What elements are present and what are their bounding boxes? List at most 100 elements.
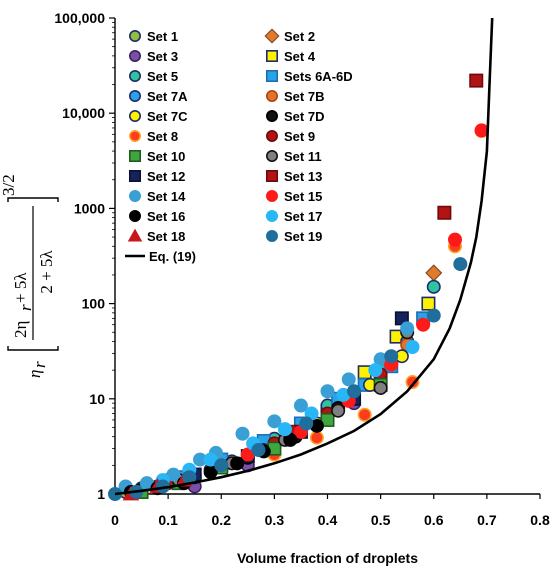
x-tick-label: 0.5: [371, 512, 391, 528]
data-point: [331, 403, 346, 418]
y-tick-label: 100: [82, 296, 106, 312]
data-point: [320, 412, 335, 427]
legend-marker: [129, 29, 142, 42]
data-point: [251, 442, 266, 457]
legend-label: Set 2: [284, 29, 315, 44]
y-label-exponent: 3/2: [0, 174, 18, 196]
legend-item: Set 15: [265, 189, 322, 204]
legend-label: Set 13: [284, 169, 322, 184]
legend-marker: [129, 90, 142, 103]
legend-marker: [265, 110, 278, 123]
x-tick-label: 0.4: [318, 512, 338, 528]
legend-label: Set 5: [147, 69, 178, 84]
legend-item: Set 16: [129, 209, 185, 224]
legend-item: Set 9: [265, 129, 315, 144]
data-point: [437, 205, 452, 220]
data-point: [426, 279, 441, 294]
legend-label: Set 7D: [284, 109, 324, 124]
legend-label: Set 9: [284, 129, 315, 144]
y-tick-label: 1000: [74, 200, 105, 216]
legend-marker: [265, 190, 278, 203]
legend-item: Set 19: [265, 229, 322, 244]
data-point: [357, 407, 372, 422]
series-set-14: [118, 321, 415, 494]
x-axis-label: Volume fraction of droplets: [237, 550, 418, 566]
legend-marker: [129, 70, 142, 83]
legend-item: Set 7B: [265, 89, 324, 104]
data-point: [400, 321, 415, 336]
legend-item: Set 13: [265, 169, 322, 184]
legend-item: Set 2: [264, 28, 315, 44]
legend-label: Set 7C: [147, 109, 188, 124]
legend-marker: [265, 130, 278, 143]
y-label-numerator-sub: r: [16, 304, 35, 311]
legend-marker: [265, 49, 278, 62]
data-point: [267, 414, 282, 429]
legend-label: Set 12: [147, 169, 185, 184]
legend-label: Sets 6A-6D: [284, 69, 353, 84]
x-tick-label: 0.3: [265, 512, 285, 528]
legend-item: Set 7D: [265, 109, 324, 124]
data-point: [384, 349, 399, 364]
y-label-numerator-rest: + 5λ: [11, 272, 30, 303]
legend-item: Set 3: [129, 49, 178, 64]
legend-item: Set 17: [265, 209, 322, 224]
data-point: [474, 123, 489, 138]
data-point: [469, 73, 484, 88]
legend-item: Set 7C: [129, 109, 188, 124]
legend-marker: [265, 170, 278, 183]
x-tick-label: 0.6: [424, 512, 444, 528]
legend-item: Sets 6A-6D: [265, 69, 353, 84]
legend-item: Set 7A: [129, 89, 188, 104]
legend-marker: [265, 210, 278, 223]
legend-item: Set 4: [265, 49, 316, 64]
data-point: [347, 384, 362, 399]
data-point: [405, 375, 420, 390]
x-tick-label: 0.8: [530, 512, 550, 528]
legend-label: Set 11: [284, 149, 322, 164]
data-point: [426, 308, 441, 323]
data-point: [320, 384, 335, 399]
y-label-denominator: 2 + 5λ: [37, 250, 56, 294]
data-point: [230, 456, 245, 471]
data-point: [299, 416, 314, 431]
data-point: [203, 452, 218, 467]
data-point: [368, 363, 383, 378]
legend-item: Set 12: [129, 169, 185, 184]
legend-marker: [129, 110, 142, 123]
data-point: [416, 317, 431, 332]
legend-label: Set 18: [147, 229, 185, 244]
legend-label: Eq. (19): [149, 249, 196, 264]
data-point: [421, 296, 436, 311]
legend-label: Set 14: [147, 189, 186, 204]
legend-marker: [129, 170, 142, 183]
data-point: [277, 422, 292, 437]
legend-item: Set 11: [265, 149, 322, 164]
data-point: [341, 372, 356, 387]
legend-marker: [129, 150, 142, 163]
data-point: [373, 380, 388, 395]
legend-marker: [265, 150, 278, 163]
legend-marker: [264, 28, 280, 44]
legend-marker: [265, 70, 278, 83]
legend-label: Set 1: [147, 29, 178, 44]
right-bracket: [7, 197, 59, 202]
legend-label: Set 19: [284, 229, 322, 244]
plot-area: 1 10 100 1000 10,000 100,000 0 0.1 0.2 0.3 0.4 0.5 0…: [54, 10, 550, 528]
legend-label: Set 7A: [147, 89, 188, 104]
y-tick-label: 1: [97, 486, 105, 502]
y-label-numerator: 2η: [11, 321, 30, 338]
legend-item: Set 18: [127, 228, 185, 244]
legend-item: Set 10: [129, 149, 185, 164]
legend-marker: [265, 90, 278, 103]
legend-label: Set 16: [147, 209, 185, 224]
legend-label: Set 8: [147, 129, 178, 144]
legend-item: Set 14: [129, 189, 186, 204]
legend-item: Set 5: [129, 69, 178, 84]
legend-marker: [129, 210, 142, 223]
y-label-prefix: η: [25, 370, 44, 378]
y-tick-label: 10,000: [62, 105, 105, 121]
legend-label: Set 17: [284, 209, 322, 224]
